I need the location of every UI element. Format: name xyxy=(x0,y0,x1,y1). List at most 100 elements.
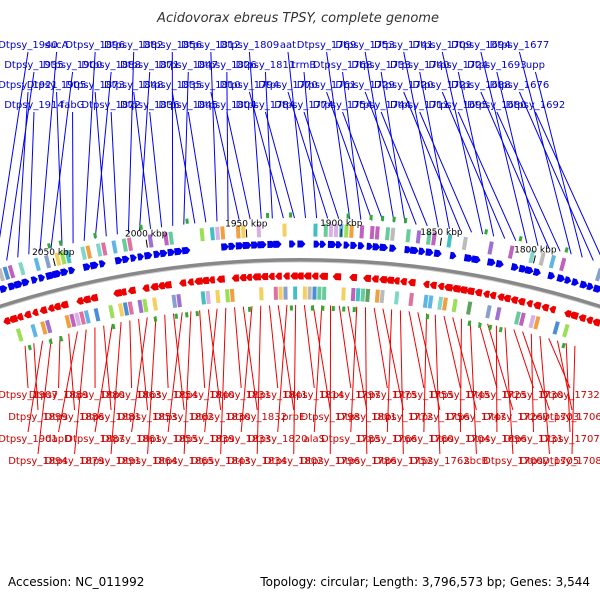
annotation-bar xyxy=(168,231,175,245)
gene-label-dtpsy-1881: Dtpsy_1881 xyxy=(81,412,141,423)
reverse-gene-arrow xyxy=(379,275,388,284)
gene-label-dtpsy-1889: Dtpsy_1889 xyxy=(29,390,89,401)
forward-gene-arrow xyxy=(335,241,343,249)
gene-label-dtpsy-1704: Dtpsy_1704 xyxy=(431,434,491,445)
forward-gene-arrow xyxy=(579,280,588,289)
gene-label-dtpsy-1891: Dtpsy_1891 xyxy=(81,456,141,467)
marker xyxy=(174,313,179,319)
annotation-bar xyxy=(215,289,221,304)
annotation-bar xyxy=(142,298,149,313)
marker xyxy=(488,324,493,331)
leader-line xyxy=(234,307,242,389)
leader-line xyxy=(326,51,351,220)
annotation-bar xyxy=(594,267,600,282)
gene-label-dtpsy-1809: Dtpsy_1809 xyxy=(220,40,280,51)
annotation-bar xyxy=(122,302,130,316)
leader-line xyxy=(518,51,572,255)
marker xyxy=(139,224,143,230)
gene-label-dtpsy-1747: Dtpsy_1747 xyxy=(447,412,507,423)
forward-gene-arrow xyxy=(114,256,123,265)
marker xyxy=(27,344,32,351)
leader-line xyxy=(380,111,428,227)
gene-label-dtpsy-1730: Dtpsy_1730 xyxy=(504,390,564,401)
annotation-bar xyxy=(451,298,458,313)
gene-label-dtpsy-1833: Dtpsy_1833 xyxy=(211,434,271,445)
annotation-bar xyxy=(79,311,86,325)
reverse-gene-arrow xyxy=(142,284,150,292)
annotation-bar xyxy=(427,295,434,309)
annotation-bar xyxy=(176,293,182,308)
annotation-bar xyxy=(533,315,541,330)
forward-gene-arrow xyxy=(60,268,69,277)
marker xyxy=(467,320,472,327)
leader-line xyxy=(548,338,571,389)
annotation-bar xyxy=(562,323,570,338)
reverse-gene-arrow xyxy=(119,288,127,296)
annotation-bar xyxy=(302,286,307,300)
marker xyxy=(321,305,325,311)
leader-line xyxy=(58,335,61,389)
gene-label-dtpsy-1861: Dtpsy_1861 xyxy=(102,434,162,445)
leader-line xyxy=(487,323,514,411)
reverse-gene-arrow xyxy=(437,282,445,291)
reverse-gene-arrow xyxy=(283,272,290,280)
annotation-bar xyxy=(85,245,93,259)
leader-line xyxy=(94,323,113,433)
forward-gene-arrow xyxy=(366,242,373,250)
gene-label-dtpsy-1700: Dtpsy_1700 xyxy=(483,456,543,467)
annotation-bar xyxy=(126,237,134,252)
marker xyxy=(185,218,189,224)
leader-line xyxy=(6,71,35,261)
reverse-gene-arrow xyxy=(332,273,342,281)
leader-line xyxy=(56,91,63,246)
gene-label-dtpsy-1696: Dtpsy_1696 xyxy=(467,434,527,445)
reverse-gene-arrow xyxy=(423,280,430,289)
leader-line xyxy=(207,309,222,411)
marker xyxy=(184,312,189,318)
reverse-gene-arrow xyxy=(76,297,84,305)
gene-label-dtpsy-1826: Dtpsy_1826 xyxy=(197,60,257,71)
annotation-bar xyxy=(461,236,468,251)
annotation-bar xyxy=(548,254,556,269)
leader-line xyxy=(364,91,417,225)
annotation-bar xyxy=(425,231,432,245)
leader-line xyxy=(303,304,315,389)
annotation-bar xyxy=(152,297,158,311)
gene-label-dtpsy-1864: Dtpsy_1864 xyxy=(118,456,178,467)
gene-label-dtpsy-1836: Dtpsy_1836 xyxy=(120,100,180,111)
annotation-bar xyxy=(74,312,82,326)
top-leader-lines xyxy=(0,51,600,261)
leader-line xyxy=(478,321,498,389)
annotation-bar xyxy=(390,227,396,241)
annotation-bar xyxy=(442,297,448,311)
annotation-bar xyxy=(374,289,380,303)
leader-line xyxy=(539,335,550,455)
leader-line xyxy=(513,329,534,389)
annotation-bar xyxy=(313,223,318,237)
annotation-bar xyxy=(45,319,53,334)
annotation-bar xyxy=(394,291,400,305)
reverse-gene-arrow xyxy=(592,318,600,327)
gene-label-dtpsy-1899: Dtpsy_1899 xyxy=(8,412,68,423)
annotation-bar xyxy=(209,227,215,241)
leader-line xyxy=(504,327,514,455)
annotation-bar xyxy=(137,299,144,314)
gene-label-dtpsy-1855: Dtpsy_1855 xyxy=(138,434,198,445)
gene-label-alas: alaS xyxy=(304,434,325,445)
reverse-gene-arrow xyxy=(497,293,505,301)
gene-label-dtpsy-1804: Dtpsy_1804 xyxy=(197,100,257,111)
forward-gene-arrow xyxy=(418,247,426,255)
gene-label-dtpsy-1880: Dtpsy_1880 xyxy=(65,390,125,401)
reverse-gene-arrow xyxy=(89,293,99,302)
gene-label-dtpsy-1879: Dtpsy_1879 xyxy=(45,456,105,467)
annotation-bar xyxy=(317,286,322,300)
reverse-gene-arrow xyxy=(444,283,453,292)
forward-gene-arrow xyxy=(289,240,296,248)
bottom-gene-labels: Dtpsy_1907 Dtpsy_1899 Dtpsy_1901 Dtpsy_1894… xyxy=(0,390,600,467)
annotation-bar xyxy=(328,223,334,238)
annotation-bar xyxy=(108,304,115,319)
annotation-bar xyxy=(408,292,414,307)
annotation-bar xyxy=(350,287,356,302)
gene-label-dtpsy-1905: Dtpsy_1905 xyxy=(27,80,87,91)
gene-label-dtpsy-1811: Dtpsy_1811 xyxy=(236,60,296,71)
